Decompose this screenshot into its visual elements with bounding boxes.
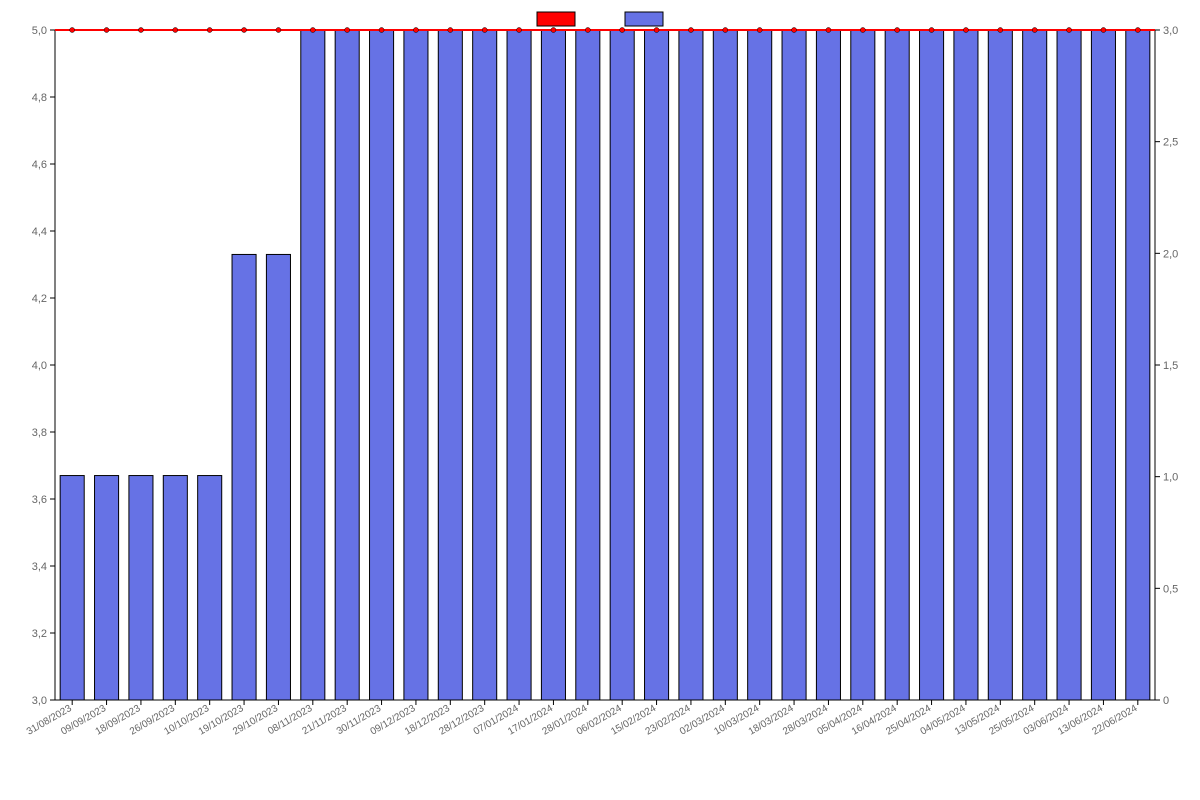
legend-swatch bbox=[625, 12, 663, 26]
series-marker bbox=[585, 28, 590, 33]
series-marker bbox=[207, 28, 212, 33]
y-right-tick-label: 2,5 bbox=[1163, 137, 1178, 149]
series-marker bbox=[929, 28, 934, 33]
bar bbox=[507, 30, 531, 700]
bar bbox=[748, 30, 772, 700]
bar bbox=[920, 30, 944, 700]
y-left-tick-label: 4,2 bbox=[32, 293, 47, 305]
series-marker bbox=[654, 28, 659, 33]
bar bbox=[60, 476, 84, 700]
series-marker bbox=[998, 28, 1003, 33]
series-marker bbox=[860, 28, 865, 33]
y-left-tick-label: 3,8 bbox=[32, 427, 47, 439]
series-marker bbox=[310, 28, 315, 33]
series-marker bbox=[895, 28, 900, 33]
y-right-tick-label: 0 bbox=[1163, 695, 1169, 707]
series-marker bbox=[1135, 28, 1140, 33]
series-marker bbox=[173, 28, 178, 33]
series-marker bbox=[757, 28, 762, 33]
bar bbox=[301, 30, 325, 700]
series-marker bbox=[792, 28, 797, 33]
bar bbox=[645, 30, 669, 700]
bar bbox=[232, 254, 256, 700]
y-left-tick-label: 4,4 bbox=[32, 226, 47, 238]
bar bbox=[782, 30, 806, 700]
y-left-tick-label: 4,8 bbox=[32, 92, 47, 104]
series-marker bbox=[551, 28, 556, 33]
bar bbox=[816, 30, 840, 700]
series-marker bbox=[1101, 28, 1106, 33]
series-marker bbox=[482, 28, 487, 33]
y-right-tick-label: 1,0 bbox=[1163, 472, 1178, 484]
bar bbox=[1091, 30, 1115, 700]
series-marker bbox=[723, 28, 728, 33]
bar bbox=[163, 476, 187, 700]
series-marker bbox=[413, 28, 418, 33]
bar bbox=[438, 30, 462, 700]
series-marker bbox=[379, 28, 384, 33]
bar bbox=[610, 30, 634, 700]
y-left-tick-label: 4,6 bbox=[32, 159, 47, 171]
bar bbox=[266, 254, 290, 700]
y-left-tick-label: 4,0 bbox=[32, 360, 47, 372]
series-marker bbox=[963, 28, 968, 33]
bar bbox=[713, 30, 737, 700]
legend-swatch bbox=[537, 12, 575, 26]
dual-axis-bar-line-chart: 3,0 3,2 3,4 3,6 3,8 4,0 4,2 4,4 4,6 4,8 5,0 0 0,5 1,0… bbox=[0, 0, 1200, 800]
series-marker bbox=[345, 28, 350, 33]
y-left-tick-label: 3,6 bbox=[32, 494, 47, 506]
bar bbox=[370, 30, 394, 700]
bar bbox=[1126, 30, 1150, 700]
series-marker bbox=[1067, 28, 1072, 33]
series-marker bbox=[70, 28, 75, 33]
series-marker bbox=[276, 28, 281, 33]
bar bbox=[988, 30, 1012, 700]
y-left-tick-label: 3,0 bbox=[32, 695, 47, 707]
y-left-tick-label: 5,0 bbox=[32, 25, 47, 37]
series-marker bbox=[688, 28, 693, 33]
y-right-tick-label: 3,0 bbox=[1163, 25, 1178, 37]
bar bbox=[851, 30, 875, 700]
y-right-tick-label: 2,0 bbox=[1163, 248, 1178, 260]
bar bbox=[679, 30, 703, 700]
bar bbox=[95, 476, 119, 700]
bar bbox=[129, 476, 153, 700]
bar bbox=[885, 30, 909, 700]
bar bbox=[335, 30, 359, 700]
bar bbox=[576, 30, 600, 700]
series-marker bbox=[138, 28, 143, 33]
bar bbox=[541, 30, 565, 700]
y-right-tick-label: 1,5 bbox=[1163, 360, 1178, 372]
series-marker bbox=[1032, 28, 1037, 33]
series-marker bbox=[448, 28, 453, 33]
bar bbox=[404, 30, 428, 700]
y-left-tick-label: 3,4 bbox=[32, 561, 47, 573]
bar bbox=[198, 476, 222, 700]
bar bbox=[1057, 30, 1081, 700]
series-marker bbox=[826, 28, 831, 33]
series-marker bbox=[517, 28, 522, 33]
series-marker bbox=[104, 28, 109, 33]
bar bbox=[473, 30, 497, 700]
y-right-tick-label: 0,5 bbox=[1163, 583, 1178, 595]
y-left-tick-label: 3,2 bbox=[32, 628, 47, 640]
bar bbox=[954, 30, 978, 700]
series-marker bbox=[242, 28, 247, 33]
series-marker bbox=[620, 28, 625, 33]
bar bbox=[1023, 30, 1047, 700]
